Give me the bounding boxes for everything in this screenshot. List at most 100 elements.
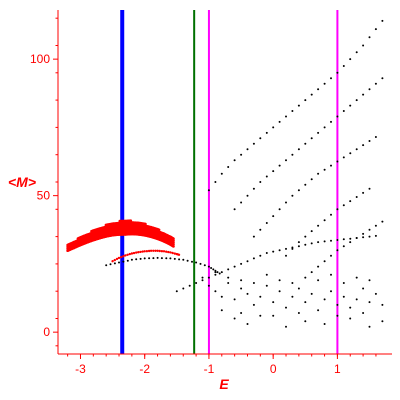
- black-point: [330, 213, 332, 216]
- black-point: [233, 298, 236, 301]
- black-point: [178, 258, 181, 261]
- black-point: [368, 279, 371, 282]
- black-point: [297, 312, 300, 314]
- black-point: [336, 303, 339, 306]
- black-point: [212, 268, 215, 271]
- red-point: [165, 250, 168, 253]
- black-point: [355, 276, 358, 279]
- red-point: [124, 254, 127, 257]
- black-point: [278, 208, 281, 211]
- black-point: [175, 290, 178, 293]
- black-point: [285, 325, 287, 328]
- black-point: [368, 325, 371, 328]
- black-point: [368, 187, 371, 190]
- black-point: [336, 249, 339, 252]
- red-point: [172, 241, 175, 244]
- black-point: [265, 273, 268, 276]
- black-point: [355, 148, 358, 151]
- black-point: [349, 152, 352, 155]
- black-point: [336, 71, 339, 74]
- black-point: [252, 282, 255, 284]
- red-point: [130, 252, 134, 255]
- black-point: [259, 137, 262, 140]
- black-point: [323, 298, 326, 301]
- red-point: [115, 257, 119, 261]
- black-point: [368, 88, 371, 91]
- black-point: [342, 204, 345, 207]
- black-point: [173, 257, 176, 260]
- black-point: [156, 256, 159, 259]
- black-point: [323, 126, 326, 129]
- black-point: [272, 301, 275, 304]
- black-point: [304, 142, 307, 145]
- black-point: [368, 140, 371, 142]
- black-point: [342, 245, 345, 248]
- red-point: [135, 251, 138, 254]
- red-point: [117, 256, 121, 260]
- red-point: [152, 249, 155, 252]
- axes: [53, 10, 392, 359]
- black-point: [323, 168, 326, 171]
- black-point: [374, 224, 377, 227]
- black-point: [182, 258, 185, 261]
- black-point: [349, 317, 352, 320]
- black-point: [220, 172, 223, 175]
- black-point: [355, 298, 358, 301]
- black-point: [122, 260, 125, 263]
- black-point: [240, 287, 243, 290]
- y-tick-label: 0: [43, 325, 50, 339]
- black-point: [291, 247, 294, 250]
- black-point: [291, 153, 294, 156]
- red-point: [172, 245, 175, 248]
- black-point: [374, 234, 377, 237]
- black-point: [186, 259, 189, 262]
- black-point: [272, 170, 275, 173]
- black-point: [323, 82, 326, 85]
- black-point: [207, 276, 210, 279]
- black-point: [381, 77, 384, 80]
- black-point: [218, 272, 221, 275]
- black-point: [285, 306, 287, 309]
- black-point: [374, 28, 377, 31]
- black-point: [317, 309, 320, 312]
- black-point: [362, 93, 365, 96]
- black-point: [297, 287, 300, 290]
- black-point: [317, 88, 320, 91]
- black-point: [259, 295, 262, 298]
- black-point: [278, 279, 281, 282]
- red-point: [171, 251, 174, 255]
- black-point: [336, 314, 339, 317]
- black-point: [227, 276, 230, 279]
- black-point: [330, 164, 332, 167]
- black-point: [272, 215, 275, 218]
- red-point: [154, 249, 157, 252]
- black-point: [355, 237, 358, 239]
- black-point: [323, 260, 326, 263]
- black-point: [342, 156, 345, 159]
- black-point: [259, 228, 262, 231]
- red-point: [172, 243, 175, 246]
- black-point: [113, 262, 116, 265]
- red-point: [120, 255, 123, 259]
- black-point: [272, 314, 275, 317]
- y-axis-label: <M>: [8, 174, 36, 190]
- black-point: [148, 257, 151, 260]
- black-point: [188, 284, 191, 287]
- black-point: [252, 303, 255, 306]
- black-point: [214, 273, 217, 276]
- black-point: [259, 314, 262, 317]
- vertical-lines: [120, 10, 339, 354]
- black-point: [330, 290, 332, 293]
- black-point: [233, 159, 236, 162]
- red-point: [156, 249, 159, 252]
- black-point: [207, 284, 210, 287]
- red-point: [147, 249, 151, 253]
- black-point: [362, 287, 365, 290]
- black-point: [203, 264, 206, 267]
- black-point: [285, 201, 287, 204]
- black-point: [323, 240, 326, 243]
- black-point: [265, 284, 268, 287]
- black-point: [252, 257, 255, 260]
- black-point: [374, 136, 377, 138]
- black-point: [362, 312, 365, 314]
